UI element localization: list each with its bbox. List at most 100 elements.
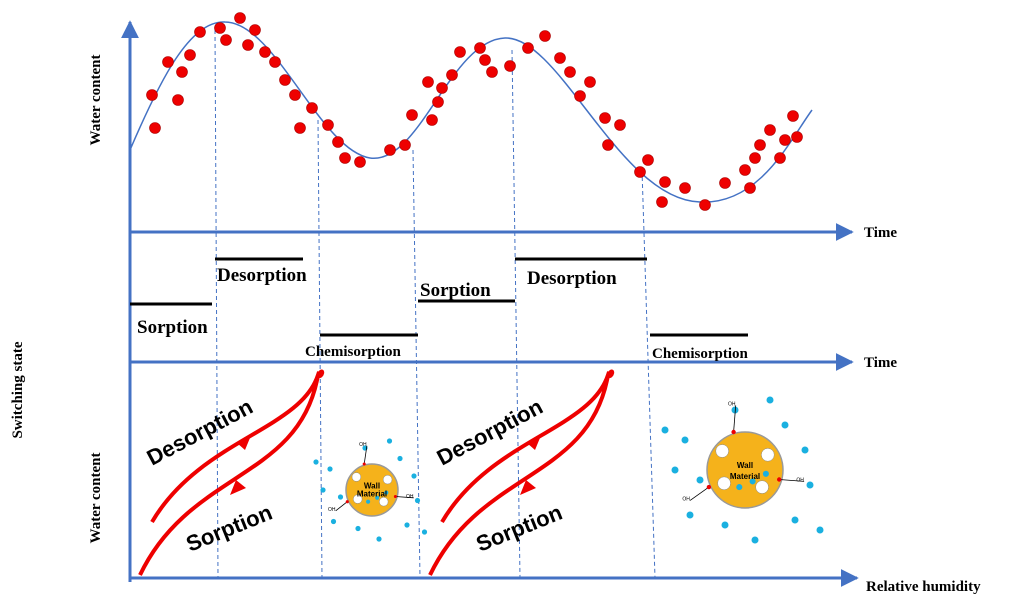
water-dot bbox=[801, 446, 809, 454]
water-dot bbox=[806, 481, 814, 489]
data-dot bbox=[406, 109, 418, 121]
x-label: Time bbox=[864, 225, 897, 241]
data-dot bbox=[172, 94, 184, 106]
data-dot bbox=[474, 42, 486, 54]
bond bbox=[779, 479, 805, 482]
data-dot bbox=[599, 112, 611, 124]
bond-end bbox=[345, 500, 349, 504]
data-dot bbox=[479, 54, 491, 66]
data-dot bbox=[791, 131, 803, 143]
bond bbox=[689, 486, 710, 501]
pore-water bbox=[366, 499, 371, 504]
y-label: Switching state bbox=[10, 341, 26, 438]
water-dot bbox=[721, 521, 729, 529]
water-dot bbox=[355, 525, 361, 532]
y-label: Water content bbox=[88, 55, 104, 146]
data-dot bbox=[454, 46, 466, 58]
data-dot bbox=[289, 89, 301, 101]
water-dot bbox=[791, 516, 799, 524]
data-dot bbox=[214, 22, 226, 34]
data-dot bbox=[399, 139, 411, 151]
particle-label: Material bbox=[357, 489, 387, 498]
bond-end bbox=[777, 477, 782, 482]
oh-label: OH bbox=[796, 477, 804, 483]
data-dot bbox=[194, 26, 206, 38]
data-dot bbox=[426, 114, 438, 126]
water-dot bbox=[414, 497, 421, 504]
data-dot bbox=[332, 136, 344, 148]
arrow-head bbox=[527, 433, 542, 450]
water-dot bbox=[671, 466, 679, 474]
water-dot bbox=[320, 487, 326, 493]
pore bbox=[717, 476, 731, 491]
pore bbox=[761, 448, 775, 462]
data-dot bbox=[422, 76, 434, 88]
data-dot bbox=[149, 122, 161, 134]
data-dot bbox=[294, 122, 306, 134]
data-dot bbox=[242, 39, 254, 51]
bond-end bbox=[706, 484, 712, 490]
bond bbox=[395, 496, 414, 499]
pore-water bbox=[384, 490, 389, 495]
data-dot bbox=[249, 24, 261, 36]
data-dot bbox=[146, 89, 158, 101]
water-dot bbox=[681, 436, 689, 444]
data-dot bbox=[279, 74, 291, 86]
loop-curve bbox=[138, 369, 325, 576]
guides bbox=[214, 29, 656, 579]
arrow-head bbox=[230, 480, 246, 495]
pore bbox=[715, 444, 729, 458]
data-dot bbox=[602, 139, 614, 151]
bond bbox=[363, 445, 368, 465]
state-label: Sorption bbox=[420, 280, 491, 301]
data-dot bbox=[176, 66, 188, 78]
oh-label: OH bbox=[682, 496, 690, 502]
data-dot bbox=[354, 156, 366, 168]
data-dot bbox=[719, 177, 731, 189]
water-dot bbox=[661, 426, 669, 434]
oh-label: OH bbox=[728, 401, 736, 407]
data-dot bbox=[432, 96, 444, 108]
water-dot bbox=[411, 473, 417, 479]
water-dot bbox=[751, 536, 759, 544]
data-dots bbox=[146, 12, 803, 211]
water-dot bbox=[386, 438, 393, 444]
state-label: Chemisorption bbox=[305, 344, 401, 360]
data-dot bbox=[749, 152, 761, 164]
water-dot bbox=[421, 529, 428, 535]
state-label: Desorption bbox=[217, 265, 307, 286]
data-dot bbox=[446, 69, 458, 81]
data-dot bbox=[739, 164, 751, 176]
data-dot bbox=[234, 12, 246, 24]
state-label: Desorption bbox=[527, 268, 617, 289]
bond-end bbox=[362, 462, 366, 466]
water-dot bbox=[397, 455, 403, 462]
pore-water bbox=[375, 495, 380, 500]
pore-water bbox=[749, 478, 756, 485]
axes bbox=[121, 20, 859, 587]
pore bbox=[755, 480, 769, 494]
x-label: Relative humidity bbox=[866, 579, 981, 595]
data-dot bbox=[522, 42, 534, 54]
data-dot bbox=[774, 152, 786, 164]
state-label: Chemisorption bbox=[652, 346, 748, 362]
pore-water bbox=[736, 484, 743, 491]
data-dot bbox=[634, 166, 646, 178]
arrow-head bbox=[520, 480, 536, 495]
water-dot bbox=[766, 396, 774, 404]
data-dot bbox=[754, 139, 766, 151]
water-dot bbox=[313, 459, 319, 465]
oh-label: OH bbox=[359, 442, 367, 448]
state-bars bbox=[130, 257, 748, 337]
data-dot bbox=[306, 102, 318, 114]
bond bbox=[733, 405, 737, 433]
data-dot bbox=[656, 196, 668, 208]
data-dot bbox=[220, 34, 232, 46]
data-dot bbox=[162, 56, 174, 68]
data-dot bbox=[486, 66, 498, 78]
water-dot bbox=[337, 494, 344, 500]
